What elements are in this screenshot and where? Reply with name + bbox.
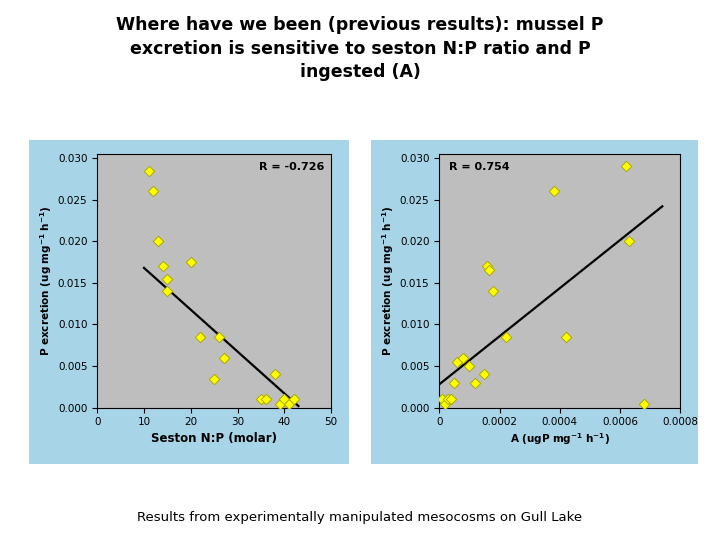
Point: [487, 287, 499, 295]
Point: [283, 399, 295, 408]
Point: [279, 395, 290, 404]
Point: [209, 374, 220, 383]
Point: [161, 274, 173, 283]
Point: [479, 370, 490, 379]
Point: [548, 187, 559, 195]
Point: [560, 333, 572, 341]
Point: [194, 333, 206, 341]
Point: [469, 379, 481, 387]
Point: [436, 395, 448, 404]
X-axis label: A ($\mathregular{ugP\ mg^{-1}\ h^{-1}}$): A ($\mathregular{ugP\ mg^{-1}\ h^{-1}}$): [510, 431, 610, 447]
Point: [157, 262, 168, 271]
Point: [621, 162, 632, 171]
Point: [148, 187, 159, 195]
Point: [439, 399, 451, 408]
Point: [143, 166, 155, 175]
Point: [482, 262, 493, 271]
Point: [443, 395, 454, 404]
Point: [624, 237, 635, 246]
Text: R = -0.726: R = -0.726: [258, 161, 324, 172]
Point: [451, 357, 463, 366]
Point: [185, 258, 197, 266]
Point: [446, 395, 457, 404]
Point: [217, 354, 229, 362]
Text: R = 0.754: R = 0.754: [449, 161, 510, 172]
Point: [464, 362, 475, 370]
Point: [153, 237, 164, 246]
Point: [274, 399, 285, 408]
Point: [483, 266, 495, 275]
Point: [288, 395, 300, 404]
Point: [500, 333, 511, 341]
Point: [458, 354, 469, 362]
Point: [269, 370, 281, 379]
X-axis label: Seston N:P (molar): Seston N:P (molar): [151, 431, 277, 444]
Point: [161, 287, 173, 295]
Point: [449, 379, 460, 387]
Text: Where have we been (previous results): mussel P
excretion is sensitive to seston: Where have we been (previous results): m…: [116, 16, 604, 82]
Y-axis label: P excretion ($\mathregular{ug\ mg^{-1}\ h^{-1}}$): P excretion ($\mathregular{ug\ mg^{-1}\ …: [380, 205, 396, 356]
Point: [255, 395, 266, 404]
Point: [639, 399, 650, 408]
Point: [213, 333, 225, 341]
Text: Results from experimentally manipulated mesocosms on Gull Lake: Results from experimentally manipulated …: [138, 511, 582, 524]
Y-axis label: P excretion ($\mathregular{ug\ mg^{-1}\ h^{-1}}$): P excretion ($\mathregular{ug\ mg^{-1}\ …: [38, 205, 54, 356]
Point: [260, 395, 271, 404]
